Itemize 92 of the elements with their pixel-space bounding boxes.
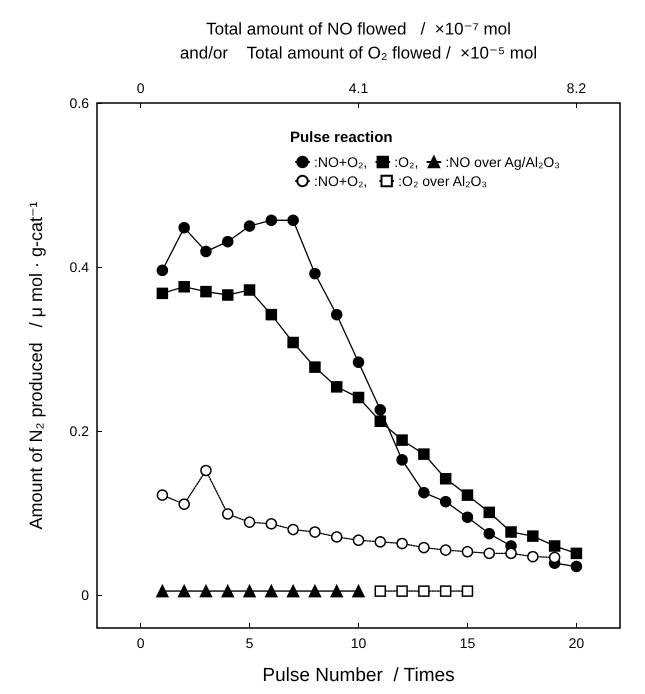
x-tick-label: 20 — [568, 635, 584, 651]
y-tick-label: 0.4 — [70, 259, 90, 276]
point — [309, 526, 321, 538]
y-axis-title: Amount of N₂ produced / μ mol · g-cat⁻¹ — [26, 202, 46, 530]
point — [287, 524, 299, 536]
point — [244, 220, 256, 232]
point — [156, 288, 168, 300]
point — [178, 281, 190, 292]
point — [570, 548, 582, 560]
legend-label: :NO+O₂, — [314, 154, 368, 170]
point — [309, 361, 321, 373]
point — [222, 289, 234, 301]
point — [374, 404, 386, 416]
point — [352, 584, 365, 598]
point — [374, 585, 386, 597]
point — [243, 584, 256, 598]
point — [396, 585, 408, 597]
point — [396, 538, 408, 550]
legend-label: :NO+O₂, — [314, 173, 372, 189]
point — [287, 214, 299, 226]
point — [200, 464, 212, 476]
point — [156, 264, 168, 276]
legend-label: :O₂, — [394, 154, 418, 170]
point — [462, 585, 474, 597]
x2-tick-label: 0 — [136, 80, 145, 96]
point — [222, 236, 234, 248]
x2-tick-label: 4.1 — [348, 80, 368, 96]
point — [200, 246, 212, 258]
point — [462, 512, 474, 524]
y-tick-label: 0 — [81, 587, 90, 604]
point — [505, 548, 517, 560]
point — [527, 530, 539, 542]
point — [396, 454, 408, 466]
point — [330, 308, 342, 320]
point — [222, 508, 234, 520]
point — [396, 434, 408, 446]
point — [222, 584, 234, 598]
x2-tick-label: 8.2 — [566, 80, 586, 96]
point — [418, 542, 430, 554]
point — [374, 416, 386, 428]
point — [266, 214, 278, 226]
point — [178, 222, 190, 234]
point — [200, 286, 212, 298]
point — [330, 381, 342, 393]
point — [330, 531, 342, 543]
point — [266, 518, 278, 530]
x-tick-label: 15 — [460, 635, 476, 651]
point — [462, 489, 474, 501]
point — [309, 268, 321, 280]
point — [527, 550, 539, 562]
point — [570, 560, 582, 572]
point — [440, 472, 452, 484]
point — [265, 584, 278, 598]
point — [440, 585, 452, 597]
point — [418, 448, 430, 460]
y-tick-label: 0.2 — [70, 423, 90, 440]
point — [418, 585, 430, 597]
point — [484, 548, 495, 560]
point — [484, 506, 495, 518]
point — [548, 552, 560, 564]
x-axis-title: Pulse Number / Times — [262, 665, 455, 686]
x2-axis-title: Total amount of NO flowed / ×10⁻⁷ mol and/or Total amount of O₂ flowed / ×10⁻⁵ mol — [180, 20, 538, 62]
point — [505, 526, 517, 538]
point — [418, 486, 430, 498]
point — [548, 540, 560, 552]
point — [440, 544, 452, 556]
point — [330, 584, 343, 598]
point — [352, 534, 364, 546]
point — [266, 308, 278, 320]
point — [200, 584, 212, 598]
point — [178, 498, 190, 510]
point — [156, 489, 168, 501]
x-tick-label: 0 — [136, 635, 145, 651]
point — [244, 284, 256, 296]
point — [286, 584, 300, 598]
point — [352, 392, 364, 404]
point — [308, 584, 322, 598]
point — [156, 584, 169, 598]
y-tick-label: 0.6 — [70, 95, 90, 111]
legend-title: Pulse reaction — [290, 129, 393, 146]
point — [287, 336, 299, 348]
x-tick-label: 10 — [350, 635, 366, 651]
point — [462, 546, 474, 558]
point — [374, 536, 386, 548]
legend-label: :O₂ over Al₂O₃ — [398, 173, 488, 189]
point — [352, 356, 364, 368]
point — [178, 584, 190, 598]
point — [244, 516, 256, 528]
legend-label: :NO over Ag/Al₂O₃ — [445, 154, 560, 170]
point — [440, 496, 452, 508]
point — [484, 528, 495, 540]
x-tick-label: 5 — [246, 635, 254, 651]
